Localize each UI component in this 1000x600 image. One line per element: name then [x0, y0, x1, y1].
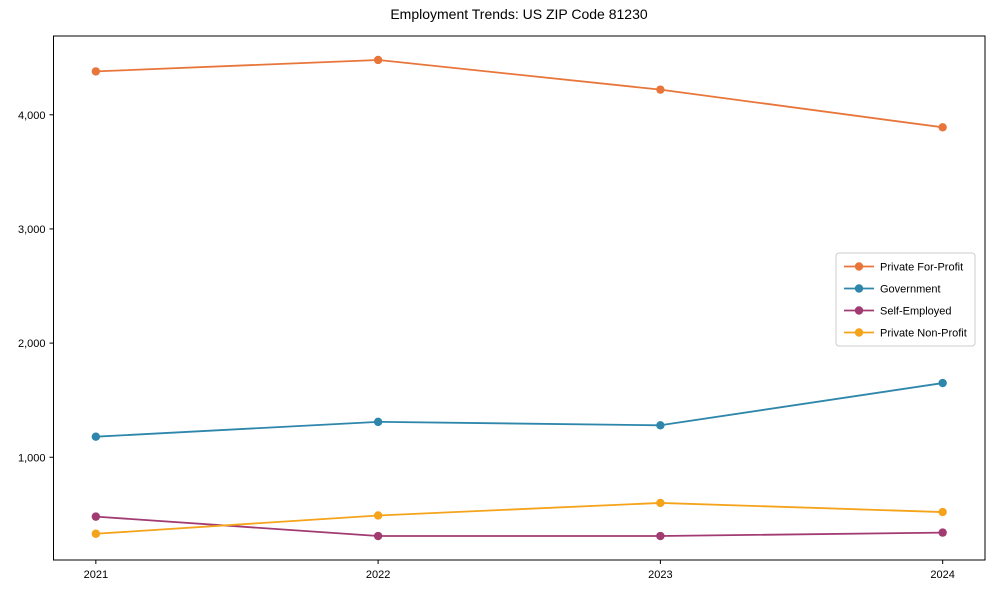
data-point-private-non-profit [91, 529, 101, 538]
x-tick-label: 2024 [930, 569, 954, 581]
x-tick-label: 2021 [84, 569, 108, 581]
legend-marker-dot-private-non-profit [854, 328, 864, 337]
legend-marker-dot-private-for-profit [854, 262, 864, 271]
data-point-government [91, 432, 101, 441]
y-tick-label: 1,000 [18, 452, 46, 464]
y-tick-label: 2,000 [18, 338, 46, 350]
y-tick-label: 3,000 [18, 224, 46, 236]
data-point-government [373, 417, 383, 427]
x-tick-label: 2023 [648, 569, 672, 581]
legend-label-private-non-profit: Private Non-Profit [880, 328, 967, 340]
legend-label-government: Government [880, 284, 941, 296]
data-point-private-non-profit [373, 511, 383, 520]
data-point-private-non-profit [938, 507, 947, 517]
data-point-self-employed [373, 531, 383, 541]
data-point-government [938, 378, 947, 388]
legend-marker-dot-self-employed [854, 306, 864, 315]
chart-title: Employment Trends: US ZIP Code 81230 [390, 6, 648, 22]
data-point-self-employed [91, 512, 101, 521]
series-line-private-non-profit [95, 502, 943, 535]
series-line-private-for-profit [95, 59, 943, 129]
data-point-private-for-profit [656, 85, 665, 94]
data-point-private-non-profit [656, 498, 665, 508]
legend-box [835, 252, 976, 347]
x-tick-label: 2022 [366, 569, 390, 581]
data-point-government [656, 421, 665, 430]
data-point-self-employed [938, 528, 947, 537]
legend-marker-dot-government [854, 284, 864, 293]
data-point-self-employed [656, 531, 665, 541]
legend-label-private-for-profit: Private For-Profit [880, 262, 963, 274]
data-point-private-for-profit [938, 123, 947, 132]
plot-area [53, 35, 986, 561]
y-tick-label: 4,000 [18, 110, 46, 122]
data-point-private-for-profit [91, 67, 101, 76]
legend-label-self-employed: Self-Employed [880, 306, 952, 318]
data-point-private-for-profit [373, 55, 383, 65]
series-line-government [95, 382, 943, 438]
series-line-self-employed [95, 515, 943, 537]
